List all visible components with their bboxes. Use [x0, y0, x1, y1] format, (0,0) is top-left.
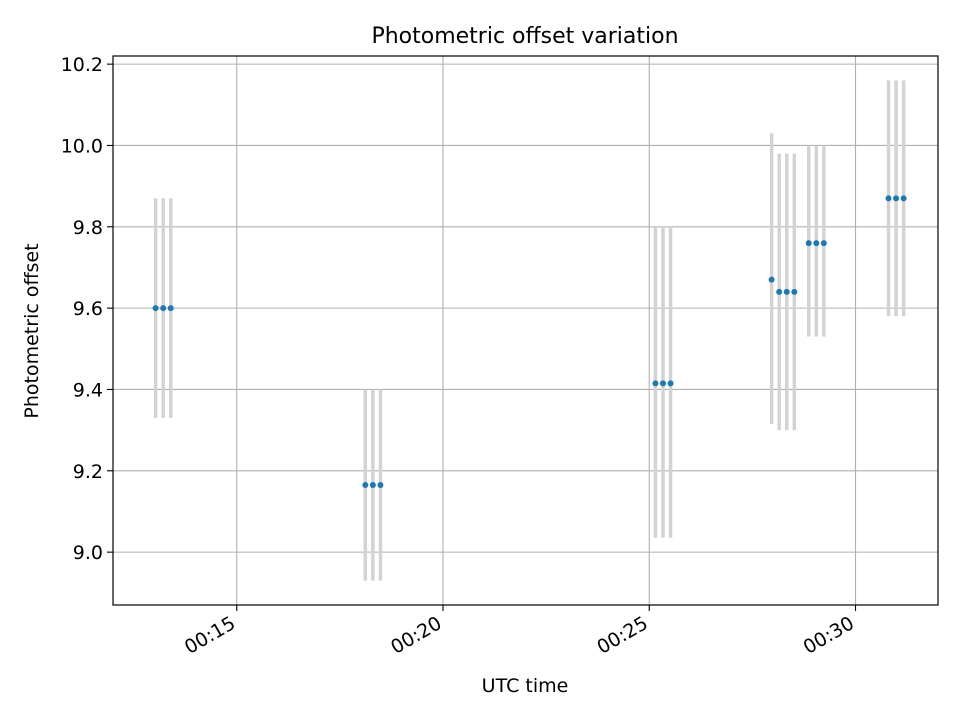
data-point [152, 305, 159, 312]
x-axis-label: UTC time [482, 675, 569, 697]
data-point [820, 240, 827, 247]
data-point [768, 276, 775, 283]
data-point [660, 380, 666, 387]
data-point [791, 288, 798, 295]
data-point [652, 380, 659, 387]
data-points [152, 195, 907, 489]
data-point [377, 482, 384, 489]
y-tick-label: 9.8 [73, 217, 103, 239]
grid [113, 56, 938, 605]
data-point [893, 195, 900, 202]
data-point [805, 240, 812, 247]
y-tick-label: 9.0 [73, 542, 103, 564]
plot-frame [112, 55, 939, 606]
data-point [160, 305, 167, 312]
data-point [167, 305, 174, 312]
data-point [813, 240, 820, 247]
y-tick-label: 9.4 [73, 379, 103, 401]
y-axis-label: Photometric offset [21, 243, 43, 418]
data-point [885, 195, 892, 202]
data-point [776, 288, 783, 295]
data-point [783, 288, 790, 295]
y-tick-label: 9.6 [73, 298, 103, 320]
data-point [667, 380, 674, 387]
chart-title: Photometric offset variation [371, 24, 678, 49]
data-point [362, 482, 369, 489]
data-point [369, 482, 376, 489]
y-tick-label: 10.2 [61, 54, 103, 76]
y-axis-ticks: 9.0 9.2 9.4 9.6 9.8 10.0 10.2 [61, 54, 113, 564]
data-point [900, 195, 907, 202]
y-tick-label: 9.2 [73, 461, 103, 483]
y-tick-label: 10.0 [61, 135, 103, 157]
